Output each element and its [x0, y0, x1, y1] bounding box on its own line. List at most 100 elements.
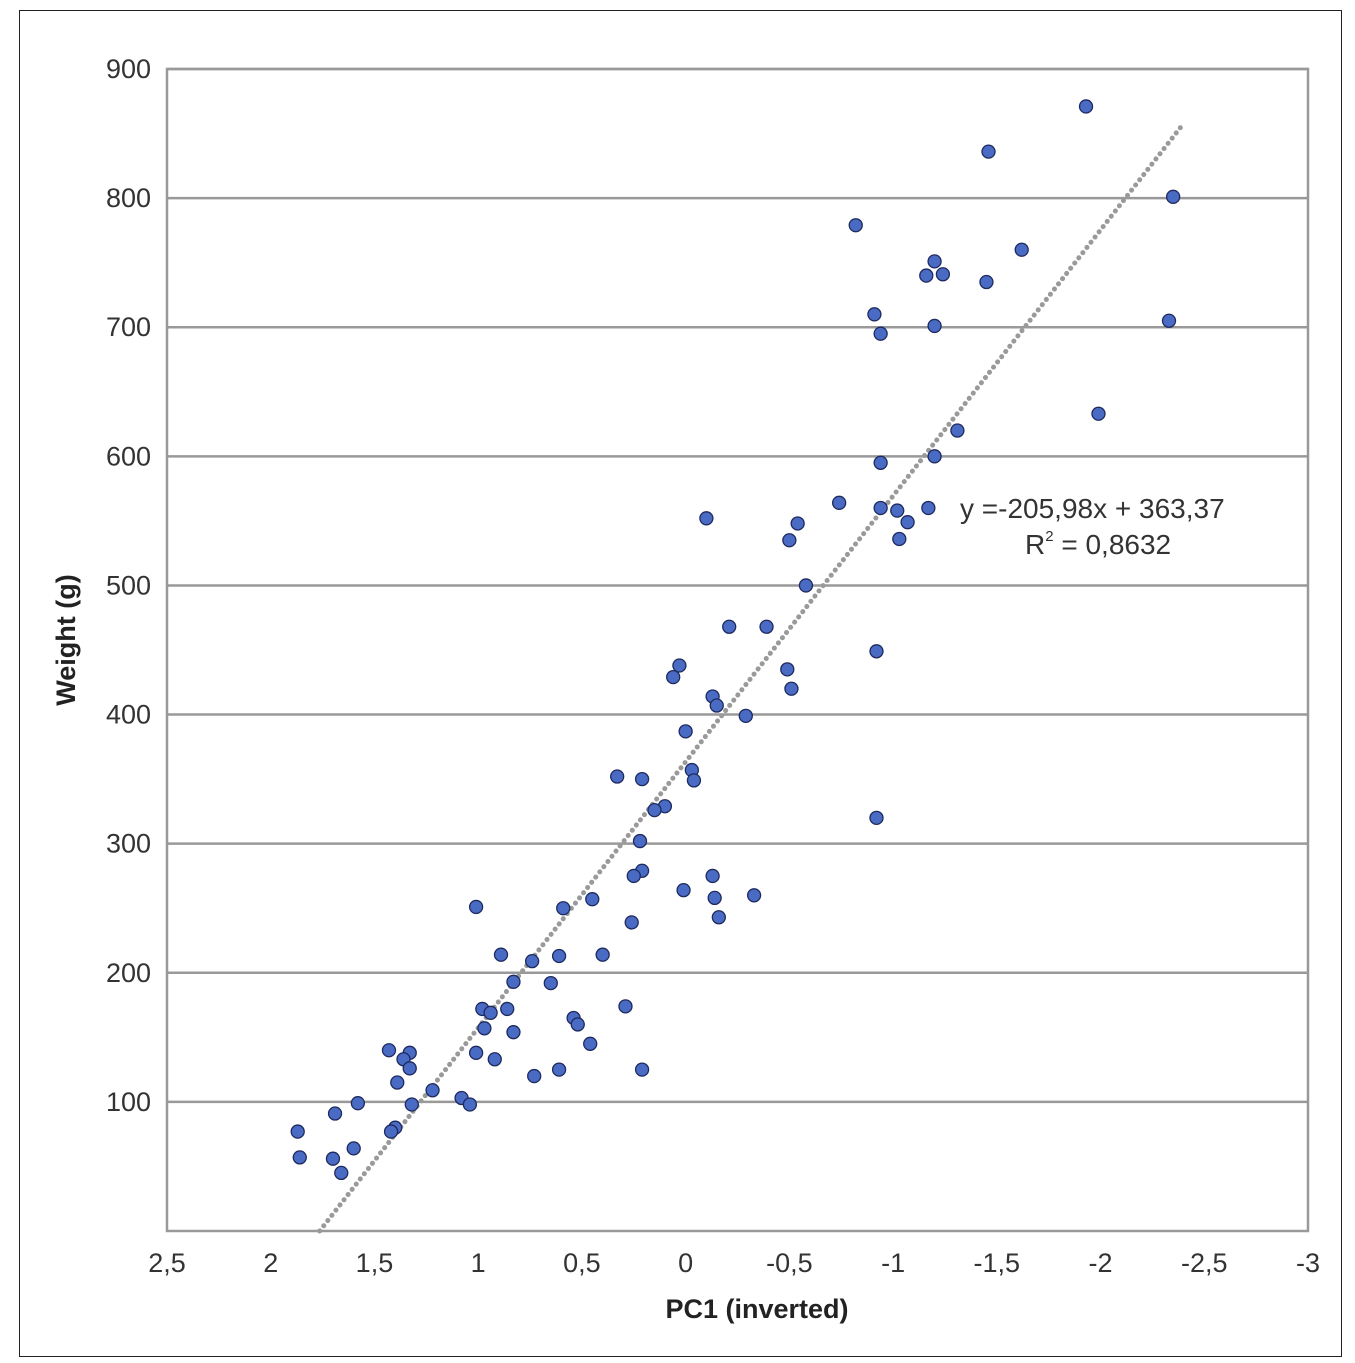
data-point	[624, 915, 639, 930]
data-point	[334, 1165, 349, 1181]
trendline	[317, 121, 1187, 1234]
data-point	[678, 724, 693, 739]
trendline-equation: y =-205,98x + 363,37	[960, 493, 1225, 524]
x-tick-label: 1	[471, 1248, 486, 1278]
x-tick-label: -2,5	[1181, 1248, 1228, 1278]
data-point	[832, 495, 847, 510]
data-point	[699, 511, 714, 526]
data-point	[1078, 99, 1094, 114]
data-point	[1091, 406, 1106, 421]
data-point	[892, 531, 907, 547]
data-point	[327, 1106, 343, 1121]
y-tick-label: 300	[106, 829, 151, 859]
plot-area	[165, 67, 1310, 1233]
data-point	[634, 1062, 650, 1077]
y-tick-labels: 100 200 300 400 500 600 700 800 900	[106, 54, 151, 1117]
data-point	[927, 449, 942, 464]
data-point	[686, 773, 702, 788]
data-point	[784, 681, 799, 696]
x-axis-title: PC1 (inverted)	[665, 1294, 848, 1324]
data-point	[927, 318, 942, 334]
x-tick-label: 2	[263, 1248, 278, 1278]
r-squared-exponent: 2	[1045, 528, 1053, 545]
data-point	[981, 144, 996, 159]
grid-lines	[167, 67, 1308, 1104]
data-point	[919, 268, 934, 283]
data-point	[325, 1151, 341, 1166]
x-tick-label: -1,5	[974, 1248, 1021, 1278]
data-point	[869, 644, 884, 659]
data-point	[647, 802, 662, 818]
data-point	[634, 771, 650, 787]
x-tick-label: -3	[1296, 1248, 1320, 1278]
data-point	[626, 868, 641, 884]
data-point	[618, 999, 633, 1014]
data-point	[404, 1097, 419, 1112]
trendline-path	[317, 121, 1187, 1234]
data-point	[632, 833, 648, 849]
y-tick-label: 700	[106, 312, 151, 342]
x-tick-label: -0,5	[766, 1248, 813, 1278]
data-point	[292, 1150, 307, 1165]
data-point	[556, 901, 571, 916]
x-tick-label: 2,5	[148, 1248, 186, 1278]
chart-frame	[19, 10, 1342, 1357]
data-point	[487, 1052, 502, 1067]
data-point	[780, 662, 795, 677]
data-point	[798, 578, 814, 593]
data-point	[711, 910, 726, 925]
y-tick-label: 500	[106, 570, 151, 600]
data-point	[390, 1075, 405, 1090]
r-squared-prefix: R	[1025, 529, 1045, 560]
data-point	[551, 948, 567, 964]
data-point	[1166, 189, 1181, 204]
data-point	[346, 1141, 361, 1156]
data-point	[483, 1005, 498, 1020]
data-point	[506, 974, 521, 989]
data-points	[290, 99, 1181, 1181]
x-tick-label: -2	[1089, 1248, 1113, 1278]
data-point	[290, 1124, 305, 1139]
data-point	[527, 1068, 542, 1084]
y-tick-label: 800	[106, 183, 151, 213]
data-point	[570, 1017, 585, 1032]
data-point	[402, 1061, 417, 1076]
data-point	[950, 423, 965, 438]
data-point	[782, 533, 797, 548]
data-point	[468, 899, 484, 915]
data-point	[738, 708, 753, 723]
data-point	[425, 1083, 440, 1098]
data-point	[477, 1021, 492, 1036]
data-point	[873, 455, 888, 470]
x-tick-label: 0,5	[563, 1248, 601, 1278]
data-point	[500, 1001, 515, 1017]
x-tick-labels: 2,5 2 1,5 1 0,5 0 -0,5 -1 -1,5 -2 -2,5 -3	[148, 1248, 1320, 1278]
data-point	[705, 868, 720, 884]
data-point	[790, 516, 805, 531]
data-point	[676, 882, 691, 898]
y-tick-label: 100	[106, 1087, 151, 1117]
data-point	[746, 888, 762, 903]
y-tick-label: 400	[106, 700, 151, 730]
data-point	[524, 954, 540, 969]
data-point	[709, 698, 724, 713]
data-point	[468, 1045, 484, 1060]
data-point	[867, 307, 882, 322]
y-tick-label: 600	[106, 441, 151, 471]
data-point	[672, 658, 687, 673]
data-point	[610, 769, 625, 784]
data-point	[722, 619, 737, 634]
data-point	[979, 274, 994, 290]
data-point	[666, 669, 681, 685]
data-point	[848, 218, 863, 233]
data-point	[759, 619, 774, 634]
r-squared-value: = 0,8632	[1054, 529, 1172, 560]
data-point	[462, 1097, 478, 1112]
data-point	[1161, 313, 1177, 328]
data-point	[350, 1096, 366, 1111]
data-point	[595, 947, 610, 962]
data-point	[869, 810, 884, 825]
data-point	[935, 267, 951, 282]
data-point	[585, 892, 600, 907]
x-tick-label: -1	[881, 1248, 905, 1278]
